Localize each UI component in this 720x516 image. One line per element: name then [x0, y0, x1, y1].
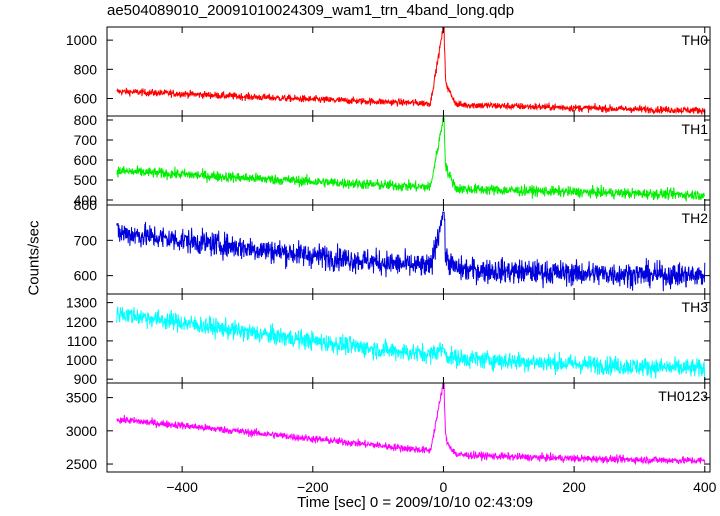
x-tick-label: −400: [166, 479, 198, 495]
panel-th3: 900 1000 1100 1200 1300 TH3: [66, 293, 711, 387]
y-tick-label: 700: [74, 132, 98, 148]
x-tick-label: 200: [562, 479, 586, 495]
y-tick-label: 3000: [66, 423, 97, 439]
panel-frame: [106, 115, 711, 206]
y-tick-label: 1000: [66, 352, 97, 368]
y-tick-label: 400: [74, 192, 98, 208]
x-axis-label: Time [sec] 0 = 2009/10/10 02:43:09: [297, 494, 533, 511]
panel-label: TH0: [682, 32, 709, 48]
x-tick-label: 400: [693, 479, 717, 495]
series-th0-line: [116, 27, 706, 115]
y-tick-label: 800: [74, 112, 98, 128]
x-tick-label: −200: [297, 479, 329, 495]
y-tick-label: 1300: [66, 295, 97, 311]
y-axis-label: Counts/sec: [25, 220, 43, 296]
panel-th0123: 2500 3000 3500 TH0123: [66, 382, 711, 473]
y-tick-label: 1200: [66, 314, 97, 330]
panel-label: TH2: [682, 210, 709, 226]
y-tick-label: 3500: [66, 390, 97, 406]
y-tick-label: 700: [74, 232, 98, 248]
y-tick-label: 600: [74, 90, 98, 106]
panel-label: TH0123: [658, 388, 708, 404]
series-th0123-line: [116, 383, 706, 466]
y-tick-label: 600: [74, 268, 98, 284]
y-tick-label: 500: [74, 172, 98, 188]
y-tick-label: 600: [74, 152, 98, 168]
y-tick-label: 900: [74, 371, 98, 387]
series-th1-line: [116, 117, 706, 202]
panel-label: TH1: [682, 121, 709, 137]
y-tick-label: 800: [74, 61, 98, 77]
panel-th0: 600 800 1000 TH0: [66, 26, 711, 117]
x-tick-label: 0: [440, 479, 448, 495]
series-th2-line: [116, 211, 706, 292]
y-tick-label: 2500: [66, 456, 97, 472]
y-tick-label: 800: [74, 197, 98, 213]
panel-label: TH3: [682, 299, 709, 315]
series-th3-line: [116, 306, 706, 381]
panel-th1: 400 500 600 700 800 TH1: [74, 112, 711, 208]
chart-title: ae504089010_20091010024309_wam1_trn_4ban…: [107, 2, 515, 19]
panel-th2: 600 700 800 TH2: [74, 197, 711, 295]
y-tick-label: 1100: [67, 333, 97, 349]
panel-frame: [106, 382, 711, 473]
y-tick-label: 1000: [66, 32, 97, 48]
